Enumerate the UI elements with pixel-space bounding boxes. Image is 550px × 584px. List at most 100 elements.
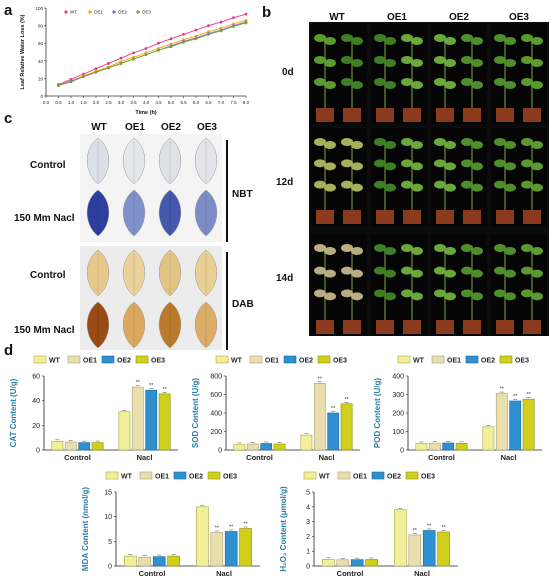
a-x-tick-label: 3.5 [130, 100, 137, 105]
plant-leaf [341, 56, 353, 64]
plant-leaf [444, 269, 456, 278]
b-col-header-oe3: OE3 [508, 12, 529, 23]
x-category-label: Control [337, 569, 364, 578]
c-row-label-control-nbt: Control [30, 160, 66, 171]
legend-label: OE3 [223, 474, 237, 481]
plant-leaf [374, 244, 386, 252]
plant-leaf [471, 59, 483, 67]
potted-plant-photo [311, 234, 367, 336]
cat-bar-chart: WT OE1 OE2 OE3 0 20 40 60 CAT Content (U/g) Contr… [9, 355, 178, 462]
plant-leaf [341, 138, 353, 146]
a-y-tick-label: 100 [35, 6, 43, 11]
stained-leaf [194, 137, 218, 185]
legend-swatch [283, 355, 297, 364]
plant-leaf [324, 269, 336, 278]
plant-leaf [341, 289, 353, 298]
b-row-label-12d: 12d [276, 177, 294, 188]
plant-leaf [374, 289, 386, 298]
a-data-point [194, 37, 198, 41]
plant-leaf [324, 292, 336, 301]
legend-swatch [215, 355, 229, 364]
x-category-label: Control [139, 569, 166, 578]
stained-leaf [86, 137, 110, 185]
plant-leaf [374, 138, 386, 146]
plant-leaf [324, 81, 336, 89]
plant-leaf [531, 269, 543, 278]
a-data-point [132, 51, 135, 55]
a-legend-label: OE2 [118, 10, 128, 15]
legend-swatch [371, 471, 385, 480]
plant-leaf [504, 183, 516, 192]
plant-leaf [521, 244, 533, 252]
panel-label-b: b [262, 4, 272, 21]
a-legend-label: WT [70, 10, 77, 15]
a-legend-marker [112, 10, 116, 14]
plant-leaf [351, 59, 363, 67]
plant-leaf [461, 180, 473, 189]
legend-label: OE1 [155, 474, 169, 481]
y-tick-label: 4 [306, 504, 310, 511]
a-x-tick-label: 1.5 [80, 100, 87, 105]
bar-wt [394, 509, 407, 567]
plant-leaf [434, 34, 446, 42]
potted-plant-photo [431, 128, 487, 226]
plant-leaf [324, 59, 336, 67]
b-col-header-oe1: OE1 [386, 12, 407, 23]
a-series-line-oe1 [58, 19, 247, 86]
plant-leaf [411, 59, 423, 67]
plant-leaf [324, 183, 336, 192]
plant-leaf [521, 138, 533, 146]
plant-leaf [531, 81, 543, 89]
plant-leaf [461, 56, 473, 64]
a-x-tick-label: 6.0 [193, 100, 200, 105]
significance-mark: ** [500, 387, 505, 393]
y-tick-label: 200 [210, 429, 222, 436]
plant-leaf [461, 289, 473, 298]
flower-pot [436, 210, 454, 224]
plant-leaf [314, 159, 326, 168]
a-x-tick-label: 4.0 [143, 100, 150, 105]
legend-swatch [67, 355, 81, 364]
a-x-tick-label: 7.5 [230, 100, 237, 105]
a-data-point [119, 56, 123, 60]
y-tick-label: 5 [306, 490, 310, 497]
a-y-tick-label: 40 [38, 59, 44, 64]
plant-leaf [401, 244, 413, 252]
plant-leaf [504, 162, 516, 171]
plant-leaf [351, 162, 363, 171]
bar-oe3 [91, 442, 104, 451]
a-series-line-wt [58, 13, 247, 85]
flower-pot [316, 210, 334, 224]
significance-mark: ** [243, 522, 248, 528]
a-data-point [132, 57, 135, 61]
plant-leaf [314, 56, 326, 64]
bar-oe3 [455, 443, 468, 451]
plant-leaf [351, 141, 363, 149]
plant-leaf [471, 37, 483, 45]
a-data-point [182, 33, 185, 36]
plant-leaf [374, 159, 386, 168]
flower-pot [463, 320, 481, 334]
legend-swatch [101, 355, 115, 364]
legend-label: OE1 [83, 358, 97, 365]
panel-label-d: d [4, 342, 14, 359]
plant-leaf [341, 266, 353, 275]
a-x-tick-label: 7.0 [218, 100, 225, 105]
legend-label: OE3 [333, 358, 347, 365]
plant-leaf [351, 81, 363, 89]
bar-oe2 [350, 559, 364, 567]
a-x-tick-label: 5.5 [180, 100, 187, 105]
plant-leaf [324, 37, 336, 45]
h2o2-bar-chart: WT OE1 OE2 OE3 0 1 2 3 4 5 H₂O₂ Content (μmol/g) Co… [279, 471, 458, 578]
legend-label: OE2 [189, 474, 203, 481]
panel-label-a: a [4, 2, 13, 19]
stained-leaf [86, 249, 110, 297]
a-y-tick-label: 60 [38, 41, 44, 46]
plant-leaf [314, 289, 326, 298]
a-data-point [94, 67, 98, 71]
c-group-label-nbt: NBT [232, 189, 253, 200]
a-data-point [207, 24, 210, 27]
significance-mark: ** [136, 380, 141, 386]
a-data-point [232, 25, 235, 28]
legend-swatch [465, 355, 479, 364]
